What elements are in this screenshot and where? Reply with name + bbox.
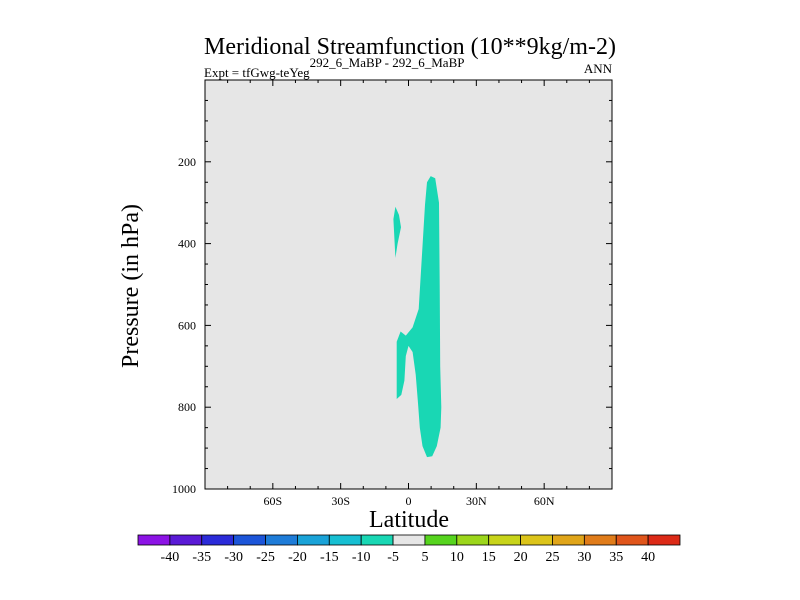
- contour-regions: [393, 176, 442, 458]
- colorbar-level-label: -5: [387, 550, 399, 565]
- x-tick-label: 30S: [331, 494, 350, 508]
- y-axis-title: Pressure (in hPa): [118, 204, 144, 368]
- colorbar-level-label: 5: [421, 550, 428, 565]
- colorbar-swatch: [552, 534, 585, 546]
- contour-region-2: [393, 206, 401, 258]
- colorbar-level-label: 30: [577, 550, 591, 565]
- colorbar-level-label: -10: [352, 550, 371, 565]
- x-tick-label: 0: [406, 494, 412, 508]
- chart-title: Meridional Streamfunction (10**9kg/m-2): [204, 34, 616, 60]
- colorbar-swatch: [360, 534, 394, 546]
- colorbar-level-label: -20: [288, 550, 307, 565]
- y-axis: 200 400 600 800 1000: [172, 99, 612, 496]
- colorbar-level-label: 40: [641, 550, 655, 565]
- x-axis: 60S 30S 0 30N 60N: [204, 80, 613, 508]
- colorbar-swatch: [297, 534, 330, 546]
- contour-region-1: [396, 176, 442, 458]
- experiment-label: Expt = tfGwg-teYeg292_6_MaBP - 292_6_MaB…: [204, 55, 464, 80]
- colorbar-swatch: [424, 534, 458, 546]
- colorbar-level-label: -15: [320, 550, 339, 565]
- colorbar-level-label: 10: [450, 550, 464, 565]
- colorbar-level-label: -30: [224, 550, 243, 565]
- colorbar-swatch: [137, 534, 171, 546]
- colorbar-level-label: -25: [256, 550, 275, 565]
- y-tick-label: 1000: [172, 482, 196, 496]
- colorbar: -40 -35 -30 -25 -20 -15 -10 -5 5 10 15 20 25 30 35 40: [137, 534, 681, 565]
- y-tick-label: 800: [178, 400, 196, 414]
- y-tick-label: 400: [178, 237, 196, 251]
- experiment-label-superscript: 292_6_MaBP - 292_6_MaBP: [310, 55, 465, 70]
- x-tick-label: 60S: [263, 494, 282, 508]
- colorbar-swatch: [615, 534, 649, 546]
- colorbar-swatch: [488, 534, 521, 546]
- colorbar-swatch: [647, 534, 681, 546]
- colorbar-level-label: 20: [514, 550, 528, 565]
- y-tick-label: 600: [178, 318, 196, 332]
- colorbar-swatch: [169, 534, 203, 546]
- colorbar-level-label: -35: [192, 550, 211, 565]
- experiment-label-prefix: Expt = tfGwg-teYeg: [204, 65, 310, 80]
- colorbar-level-label: -40: [161, 550, 180, 565]
- x-axis-title: Latitude: [369, 507, 449, 533]
- colorbar-level-label: 15: [482, 550, 496, 565]
- plot-area-background: [205, 80, 612, 489]
- colorbar-swatch: [520, 534, 553, 546]
- colorbar-level-label: 35: [609, 550, 623, 565]
- colorbar-swatch: [201, 534, 235, 546]
- colorbar-swatch: [456, 534, 490, 546]
- x-tick-label: 30N: [466, 494, 487, 508]
- y-tick-label: 200: [178, 155, 196, 169]
- colorbar-swatch: [265, 534, 298, 546]
- colorbar-swatch: [392, 534, 426, 546]
- colorbar-swatch: [583, 534, 617, 546]
- colorbar-swatch: [233, 534, 266, 546]
- x-tick-label: 60N: [534, 494, 555, 508]
- season-label: ANN: [584, 61, 613, 76]
- colorbar-level-label: 25: [545, 550, 559, 565]
- colorbar-swatch: [328, 534, 362, 546]
